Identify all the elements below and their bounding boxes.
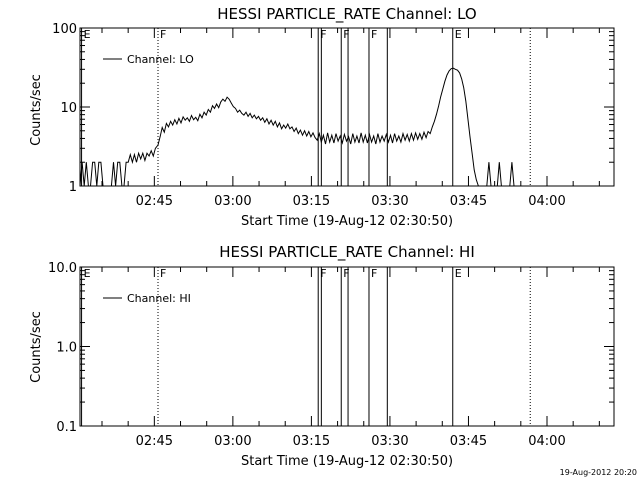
event-marker-label-hi: F	[371, 267, 377, 280]
y-tick-label-hi: 10.0	[48, 261, 77, 276]
x-tick-label-hi: 03:45	[450, 434, 487, 449]
y-tick-label-hi: 1.0	[56, 341, 77, 356]
y-axis-label-lo: Counts/sec	[29, 74, 44, 146]
event-marker-label-hi: F	[160, 267, 166, 280]
x-tick-label-lo: 04:00	[528, 194, 565, 209]
x-tick-label-lo: 03:30	[371, 194, 408, 209]
event-marker-label-hi: E	[84, 267, 91, 280]
plot-frame-hi	[79, 266, 615, 427]
legend-lo: Channel: LO	[103, 53, 194, 66]
event-marker-label-lo: F	[343, 28, 349, 41]
legend-label-hi: Channel: HI	[127, 292, 191, 305]
chart-title-hi: HESSI PARTICLE_RATE Channel: HI	[219, 243, 475, 262]
x-tick-label-lo: 03:45	[450, 194, 487, 209]
chart-title-lo: HESSI PARTICLE_RATE Channel: LO	[217, 5, 476, 24]
panel-lo: HESSI PARTICLE_RATE Channel: LO Counts/s…	[29, 5, 615, 229]
x-tick-label-hi: 04:00	[528, 434, 565, 449]
x-tick-label-hi: 03:30	[371, 434, 408, 449]
y-tick-label-hi: 0.1	[56, 420, 77, 435]
event-marker-label-lo: E	[455, 28, 462, 41]
series-line-lo	[79, 67, 515, 187]
legend-label-lo: Channel: LO	[127, 53, 194, 66]
y-tick-label-lo: 100	[52, 22, 77, 37]
x-tick-label-hi: 03:00	[214, 434, 251, 449]
y-tick-label-lo: 1	[69, 180, 77, 195]
x-tick-label-lo: 03:15	[293, 194, 330, 209]
x-tick-label-lo: 02:45	[136, 194, 173, 209]
x-tick-label-hi: 02:45	[136, 434, 173, 449]
plot-frame-lo	[79, 27, 615, 187]
event-marker-label-lo: F	[320, 28, 326, 41]
panel-hi: HESSI PARTICLE_RATE Channel: HI Counts/s…	[29, 243, 615, 469]
event-marker-label-lo: F	[371, 28, 377, 41]
event-marker-label-lo: F	[160, 28, 166, 41]
legend-hi: Channel: HI	[103, 292, 191, 305]
y-tick-label-lo: 10	[60, 101, 77, 116]
event-marker-label-hi: F	[320, 267, 326, 280]
x-tick-label-hi: 03:15	[293, 434, 330, 449]
event-marker-label-hi: F	[343, 267, 349, 280]
event-marker-label-hi: E	[455, 267, 462, 280]
y-axis-label-hi: Counts/sec	[29, 311, 44, 383]
x-tick-label-lo: 03:00	[214, 194, 251, 209]
x-axis-label-hi: Start Time (19-Aug-12 02:30:50)	[241, 454, 453, 469]
x-axis-label-lo: Start Time (19-Aug-12 02:30:50)	[241, 214, 453, 229]
footer-timestamp: 19-Aug-2012 20:20	[560, 468, 637, 477]
event-marker-label-lo: E	[84, 28, 91, 41]
